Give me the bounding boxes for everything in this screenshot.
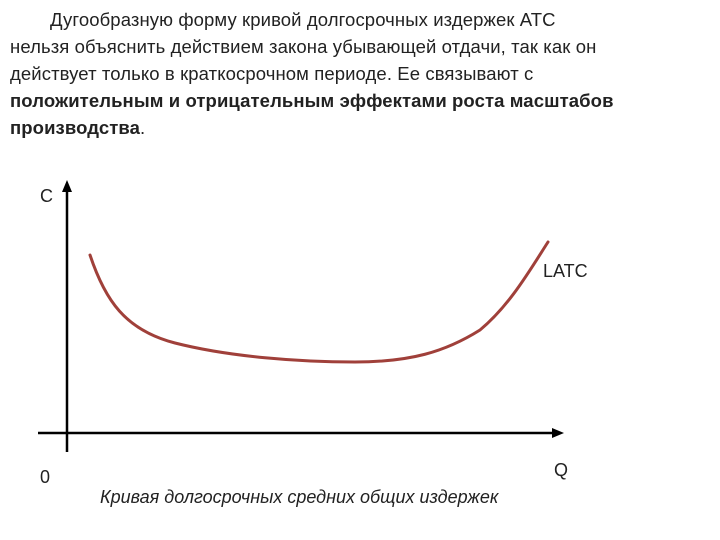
y-axis-arrow	[62, 180, 72, 192]
y-axis-label: C	[40, 186, 53, 206]
paragraph-line-1: Дугообразную форму кривой долгосрочных и…	[50, 9, 556, 30]
paragraph-line-5-bold: производства	[10, 117, 140, 138]
paragraph-line-5: производства.	[10, 114, 710, 141]
paragraph-line-2: нельзя объяснить действием закона убываю…	[10, 36, 597, 57]
latc-curve	[88, 240, 550, 364]
paragraph-line-3: действует только в краткосрочном периоде…	[10, 63, 534, 84]
paragraph-line-5-end: .	[140, 117, 146, 138]
paragraph-line-4: положительным и отрицательным эффектами …	[10, 90, 614, 111]
diagram-caption: Кривая долгосрочных средних общих издерж…	[100, 487, 499, 507]
explanation-paragraph: Дугообразную форму кривой долгосрочных и…	[10, 6, 710, 141]
origin-label: 0	[40, 467, 50, 487]
curve-label: LATC	[543, 261, 588, 281]
x-axis-label: Q	[554, 460, 568, 480]
x-axis-arrow	[552, 428, 564, 438]
